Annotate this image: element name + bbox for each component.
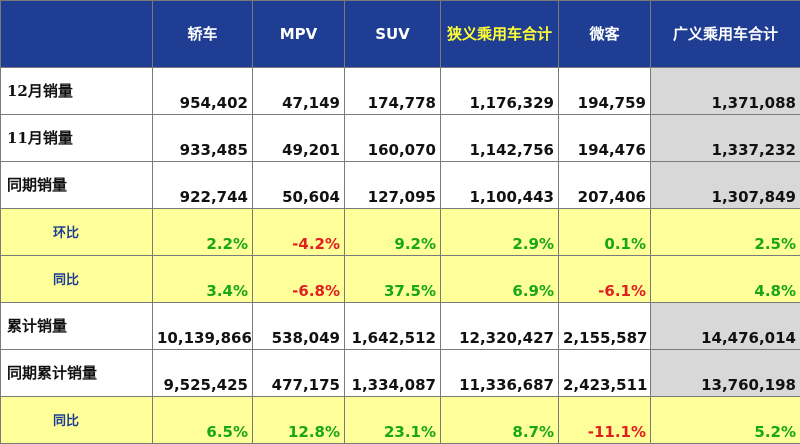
cell-percent: 6.5%: [153, 397, 253, 444]
cell-percent-total: 2.5%: [651, 209, 800, 256]
header-narrow-total: 狭义乘用车合计: [441, 1, 559, 68]
row-cumulative-sales: 累计销量 10,139,866 538,049 1,642,512 12,320…: [1, 303, 800, 350]
cell: 477,175: [253, 350, 345, 397]
row-label: 累计销量: [1, 303, 153, 350]
row-label: 环比: [1, 209, 153, 256]
row-same-period-cumulative-sales: 同期累计销量 9,525,425 477,175 1,334,087 11,33…: [1, 350, 800, 397]
row-label: 同比: [1, 256, 153, 303]
header-minivan: 微客: [559, 1, 651, 68]
header-corner: [1, 1, 153, 68]
row-cumulative-yoy-change: 同比 6.5% 12.8% 23.1% 8.7% -11.1% 5.2%: [1, 397, 800, 444]
cell: 1,642,512: [345, 303, 441, 350]
row-label: 同比: [1, 397, 153, 444]
cell-percent: 8.7%: [441, 397, 559, 444]
cell-percent: 0.1%: [559, 209, 651, 256]
cell: 194,759: [559, 68, 651, 115]
header-suv: SUV: [345, 1, 441, 68]
cell-total: 1,371,088: [651, 68, 800, 115]
row-mom-change: 环比 2.2% -4.2% 9.2% 2.9% 0.1% 2.5%: [1, 209, 800, 256]
cell-total: 1,307,849: [651, 162, 800, 209]
cell: 49,201: [253, 115, 345, 162]
cell: 2,423,511: [559, 350, 651, 397]
cell-percent: -6.8%: [253, 256, 345, 303]
row-label: 11月销量: [1, 115, 153, 162]
cell: 50,604: [253, 162, 345, 209]
cell: 10,139,866: [153, 303, 253, 350]
row-november-sales: 11月销量 933,485 49,201 160,070 1,142,756 1…: [1, 115, 800, 162]
cell: 174,778: [345, 68, 441, 115]
cell-percent: 9.2%: [345, 209, 441, 256]
cell: 1,142,756: [441, 115, 559, 162]
cell: 11,336,687: [441, 350, 559, 397]
sales-table-sheet: 轿车 MPV SUV 狭义乘用车合计 微客 广义乘用车合计 12月销量 954,…: [0, 0, 800, 425]
cell-percent: -11.1%: [559, 397, 651, 444]
cell-percent: 2.2%: [153, 209, 253, 256]
cell-percent: 37.5%: [345, 256, 441, 303]
cell-percent: 3.4%: [153, 256, 253, 303]
cell-percent-total: 5.2%: [651, 397, 800, 444]
row-label: 同期销量: [1, 162, 153, 209]
header-mpv: MPV: [253, 1, 345, 68]
cell: 160,070: [345, 115, 441, 162]
cell-percent: 2.9%: [441, 209, 559, 256]
cell: 12,320,427: [441, 303, 559, 350]
cell: 9,525,425: [153, 350, 253, 397]
cell: 207,406: [559, 162, 651, 209]
cell-percent: 6.9%: [441, 256, 559, 303]
row-yoy-change: 同比 3.4% -6.8% 37.5% 6.9% -6.1% 4.8%: [1, 256, 800, 303]
cell-percent: -4.2%: [253, 209, 345, 256]
cell-total: 1,337,232: [651, 115, 800, 162]
cell-total: 14,476,014: [651, 303, 800, 350]
cell: 954,402: [153, 68, 253, 115]
cell-percent: 23.1%: [345, 397, 441, 444]
cell-total: 13,760,198: [651, 350, 800, 397]
row-label: 同期累计销量: [1, 350, 153, 397]
cell: 538,049: [253, 303, 345, 350]
cell: 127,095: [345, 162, 441, 209]
header-row: 轿车 MPV SUV 狭义乘用车合计 微客 广义乘用车合计: [1, 1, 800, 68]
row-same-period-sales: 同期销量 922,744 50,604 127,095 1,100,443 20…: [1, 162, 800, 209]
cell: 922,744: [153, 162, 253, 209]
cell: 1,176,329: [441, 68, 559, 115]
row-december-sales: 12月销量 954,402 47,149 174,778 1,176,329 1…: [1, 68, 800, 115]
header-sedan: 轿车: [153, 1, 253, 68]
cell: 1,334,087: [345, 350, 441, 397]
cell-percent: -6.1%: [559, 256, 651, 303]
cell: 47,149: [253, 68, 345, 115]
row-label: 12月销量: [1, 68, 153, 115]
cell: 1,100,443: [441, 162, 559, 209]
cell: 933,485: [153, 115, 253, 162]
cell: 2,155,587: [559, 303, 651, 350]
header-broad-total: 广义乘用车合计: [651, 1, 800, 68]
cell: 194,476: [559, 115, 651, 162]
cell-percent: 12.8%: [253, 397, 345, 444]
cell-percent-total: 4.8%: [651, 256, 800, 303]
